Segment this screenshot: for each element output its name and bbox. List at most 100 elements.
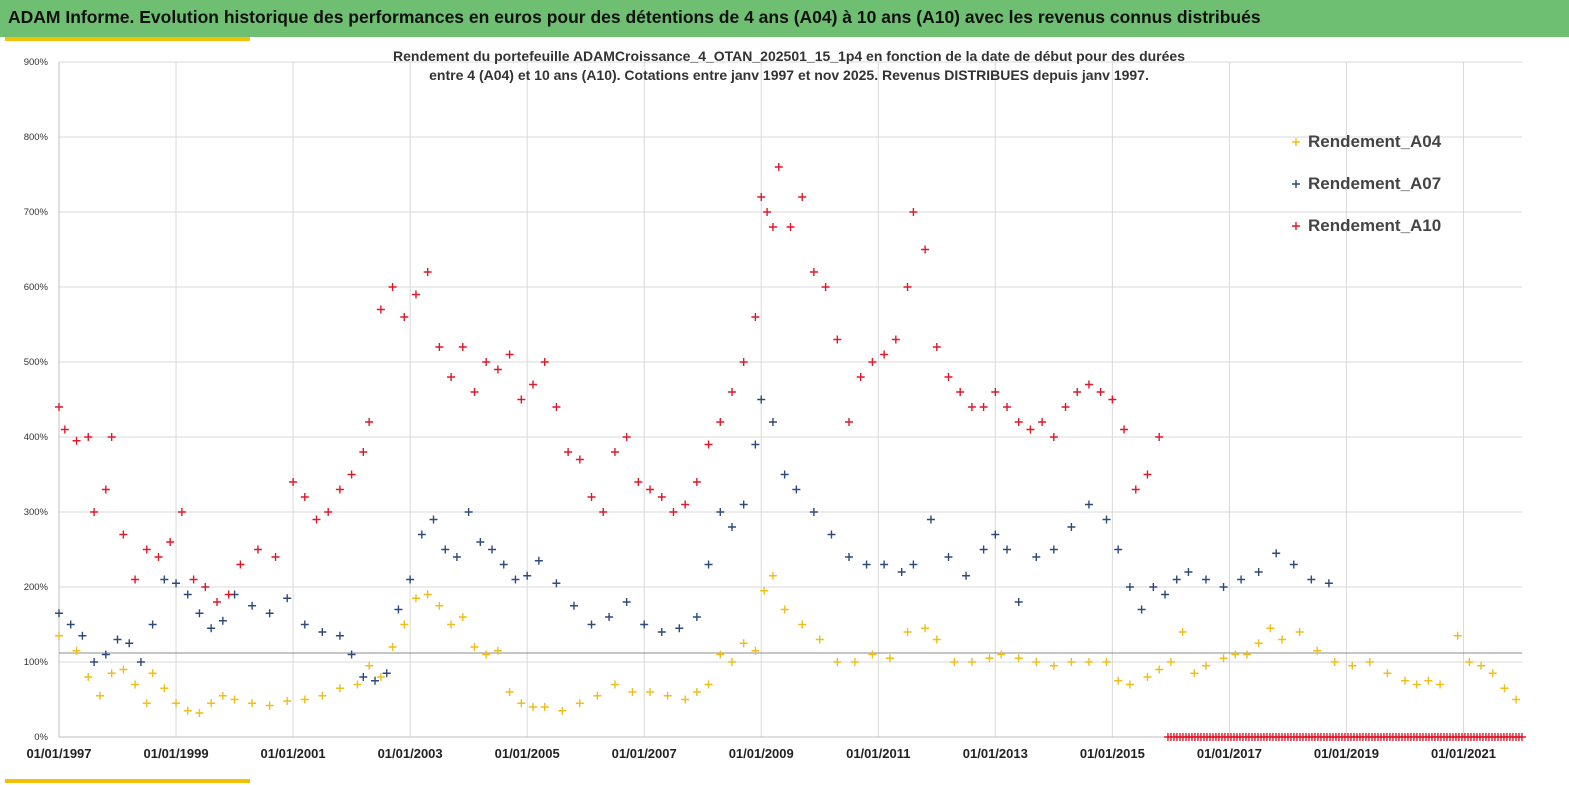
- data-point: [681, 500, 690, 509]
- x-tick-label: 01/01/1997: [26, 746, 91, 761]
- data-point: [90, 658, 99, 666]
- legend-label: Rendement_A07: [1308, 174, 1441, 193]
- data-point: [657, 493, 666, 501]
- data-point: [991, 530, 1000, 539]
- data-point: [845, 418, 854, 426]
- data-point: [845, 553, 854, 561]
- data-point: [400, 313, 409, 321]
- data-point: [1383, 669, 1392, 678]
- data-point: [113, 635, 122, 644]
- data-point: [768, 571, 777, 580]
- data-point: [183, 590, 192, 599]
- data-point: [388, 283, 397, 291]
- data-point: [885, 654, 894, 663]
- data-point: [751, 440, 760, 449]
- legend-label: Rendement_A10: [1308, 216, 1441, 235]
- data-point: [1512, 695, 1521, 704]
- data-point: [610, 448, 619, 456]
- chart-title-line-1: Rendement du portefeuille ADAMCroissance…: [393, 48, 1185, 64]
- data-point: [119, 530, 128, 539]
- x-tick-label: 01/01/2003: [378, 746, 443, 761]
- data-point: [1155, 433, 1164, 441]
- data-point: [411, 290, 420, 299]
- data-point: [107, 433, 116, 441]
- data-point: [833, 658, 842, 666]
- data-point: [739, 639, 748, 648]
- data-point: [1289, 560, 1298, 569]
- data-point: [1155, 665, 1164, 674]
- data-point: [1272, 549, 1281, 558]
- x-tick-label: 01/01/2019: [1314, 746, 1379, 761]
- data-point: [318, 691, 327, 700]
- data-point: [435, 601, 444, 610]
- data-point: [1114, 545, 1123, 554]
- data-point: [634, 478, 643, 486]
- data-point: [1190, 669, 1199, 678]
- data-point: [739, 500, 748, 509]
- data-point: [1137, 605, 1146, 614]
- data-point: [880, 560, 889, 569]
- data-point: [704, 440, 713, 449]
- data-point: [646, 485, 655, 494]
- data-point: [1038, 418, 1047, 426]
- footer-accent-line: [5, 779, 250, 783]
- data-point: [493, 646, 502, 655]
- data-point: [131, 680, 140, 689]
- data-point: [727, 658, 736, 666]
- data-point: [692, 478, 701, 486]
- data-point: [72, 646, 81, 655]
- data-point: [903, 628, 912, 636]
- data-point: [166, 538, 175, 546]
- data-point: [1254, 568, 1263, 576]
- data-point: [142, 699, 151, 708]
- data-point: [253, 545, 262, 554]
- data-point: [1231, 650, 1240, 659]
- data-point: [669, 508, 678, 516]
- data-point: [505, 688, 514, 696]
- data-point: [1500, 684, 1509, 693]
- data-point: [1049, 545, 1058, 554]
- data-point: [470, 388, 479, 396]
- data-point: [218, 691, 227, 700]
- data-point: [452, 553, 461, 561]
- legend-marker: [1292, 222, 1300, 230]
- y-tick-label: 200%: [24, 582, 49, 593]
- data-point: [552, 579, 561, 588]
- data-point: [809, 508, 818, 516]
- data-point: [300, 695, 309, 704]
- data-point: [1114, 676, 1123, 685]
- data-point: [66, 620, 75, 629]
- x-tick-label: 01/01/2015: [1080, 746, 1145, 761]
- series-layer: [55, 163, 1526, 741]
- data-point: [189, 575, 198, 584]
- data-point: [932, 343, 941, 351]
- data-point: [365, 661, 374, 670]
- data-point: [335, 684, 344, 693]
- data-point: [1412, 680, 1421, 689]
- data-point: [727, 388, 736, 396]
- data-point: [979, 403, 988, 411]
- data-point: [792, 485, 801, 494]
- data-point: [125, 639, 134, 648]
- data-point: [529, 703, 538, 711]
- y-tick-label: 700%: [24, 207, 49, 218]
- x-tick-label: 01/01/2005: [495, 746, 560, 761]
- data-point: [195, 609, 204, 618]
- data-point: [160, 575, 169, 584]
- data-point: [84, 433, 93, 441]
- chart-title: Rendement du portefeuille ADAMCroissance…: [393, 48, 1185, 83]
- data-point: [1096, 388, 1105, 396]
- data-point: [423, 268, 432, 276]
- data-point: [353, 680, 362, 689]
- data-point: [1278, 635, 1287, 644]
- data-point: [201, 583, 210, 591]
- data-point: [558, 706, 567, 715]
- data-point: [956, 388, 965, 396]
- data-point: [335, 631, 344, 640]
- data-point: [921, 624, 930, 633]
- data-point: [283, 697, 292, 705]
- data-point: [84, 673, 93, 681]
- data-point: [587, 620, 596, 629]
- data-point: [815, 635, 824, 644]
- data-point: [1125, 680, 1134, 689]
